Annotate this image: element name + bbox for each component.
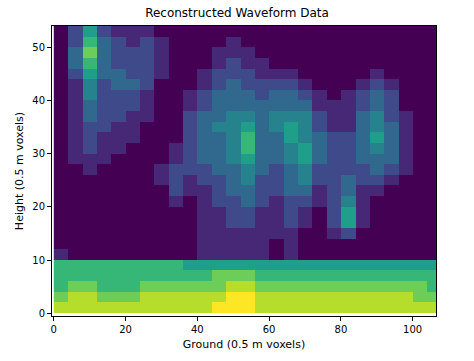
svg-text:30: 30 [32,148,45,159]
svg-text:80: 80 [335,324,348,335]
svg-text:20: 20 [119,324,132,335]
svg-text:Height (0.5 m voxels): Height (0.5 m voxels) [13,112,26,230]
svg-text:Reconstructed Waveform Data: Reconstructed Waveform Data [145,6,329,20]
svg-text:100: 100 [403,324,422,335]
svg-text:50: 50 [32,42,45,53]
svg-text:40: 40 [32,95,45,106]
svg-text:40: 40 [191,324,204,335]
svg-text:10: 10 [32,255,45,266]
svg-text:Ground (0.5 m voxels): Ground (0.5 m voxels) [183,338,305,351]
svg-text:60: 60 [263,324,276,335]
svg-text:20: 20 [32,201,45,212]
svg-text:0: 0 [51,324,57,335]
svg-text:0: 0 [39,308,45,319]
